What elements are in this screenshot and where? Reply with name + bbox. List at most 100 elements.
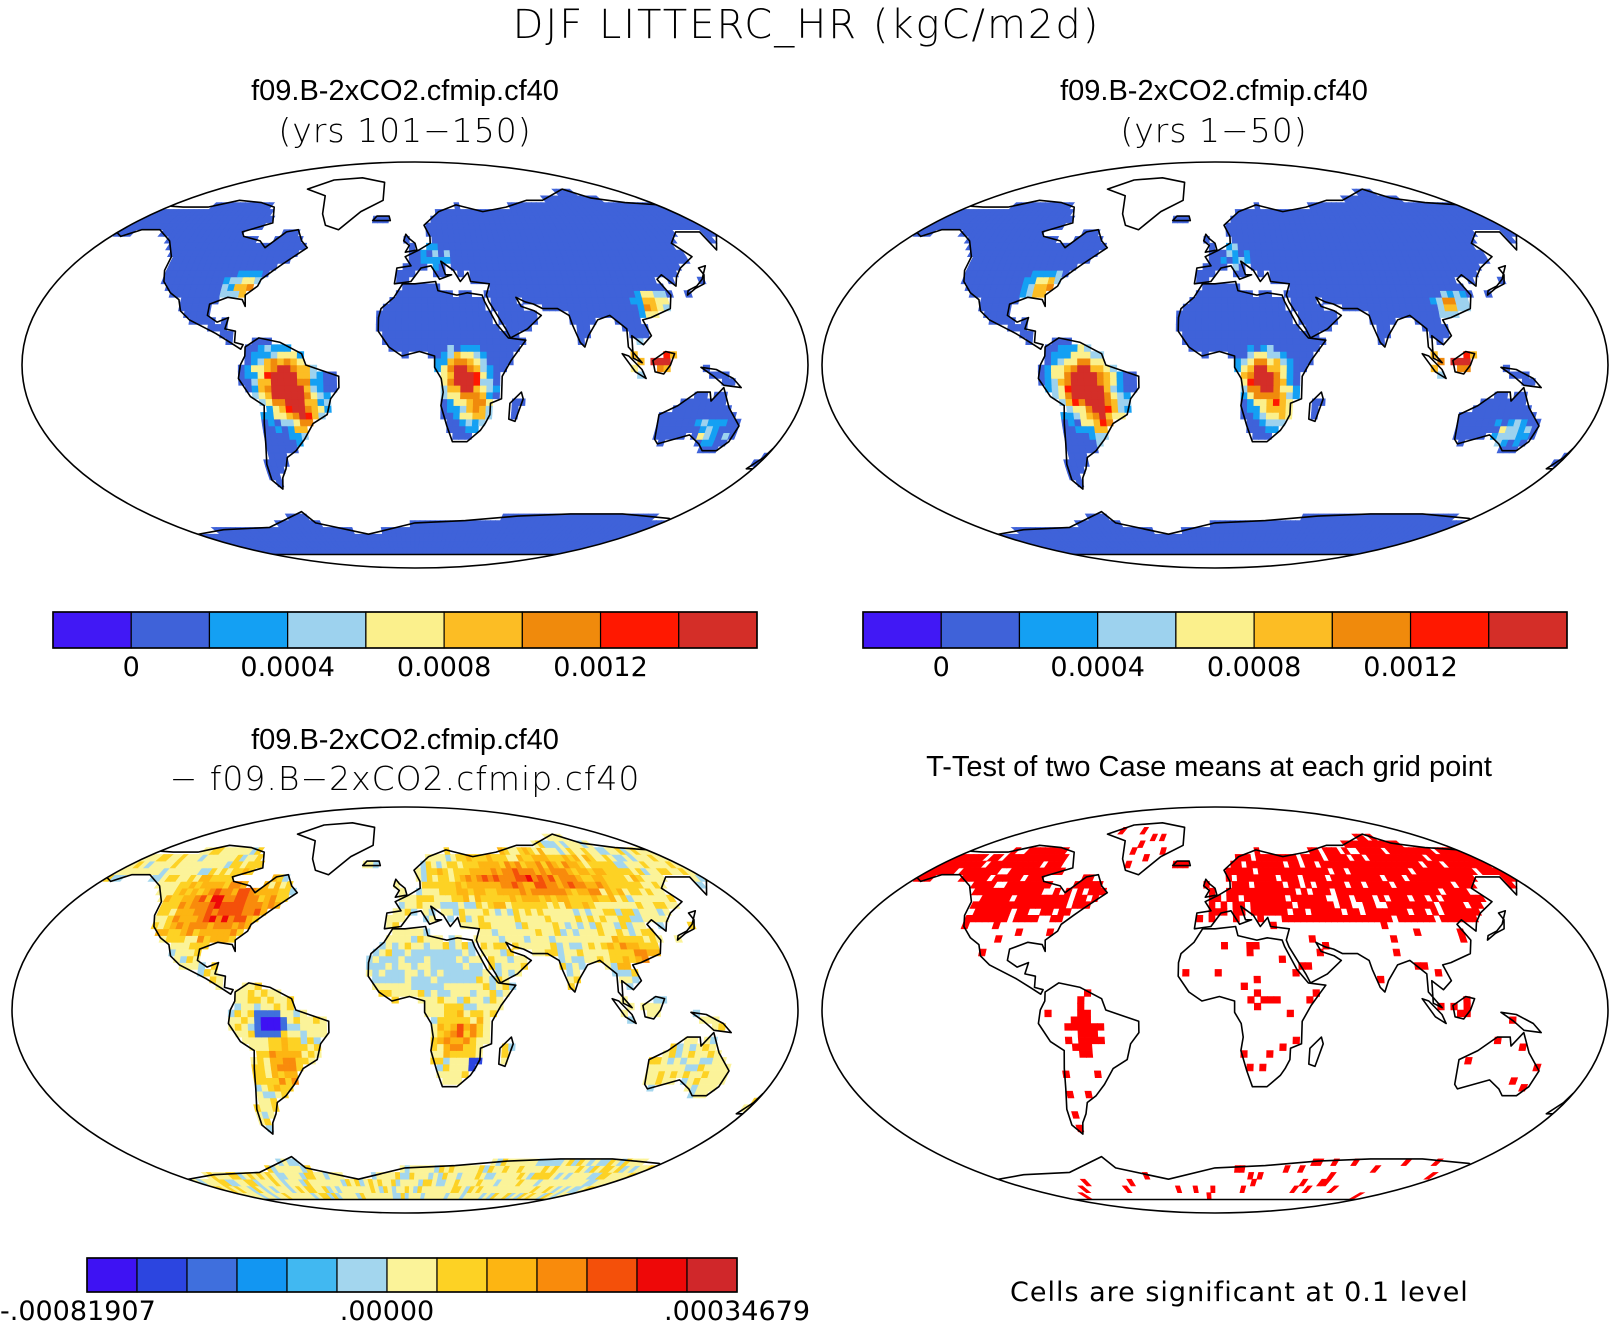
map-cell (1221, 337, 1229, 345)
map-cell (402, 283, 410, 291)
map-cell (1265, 303, 1273, 312)
map-cell (447, 371, 455, 379)
map-cell (588, 1192, 609, 1200)
map-cell (1195, 337, 1203, 345)
map-cell (1273, 351, 1281, 359)
map-cell (1285, 317, 1293, 325)
map-cell (1273, 364, 1281, 373)
map-cell (1071, 398, 1080, 406)
map-cell (662, 533, 680, 542)
map-cell (440, 317, 448, 325)
map-cell (937, 527, 956, 535)
map-cell (478, 412, 487, 420)
map-cell (1003, 547, 1025, 555)
map-cell (616, 1185, 635, 1194)
map-cell (1226, 249, 1234, 257)
map-cell (659, 1172, 678, 1180)
map-cell (271, 391, 280, 400)
map-cell (458, 297, 467, 305)
map-cell (479, 330, 487, 339)
map-cell (1090, 364, 1098, 373)
coastline-madagascar (507, 391, 525, 423)
map-cell (1098, 412, 1107, 420)
map-cell (1117, 398, 1125, 406)
map-cell (1288, 283, 1297, 291)
map-cell (1273, 391, 1281, 400)
map-cell (257, 385, 266, 393)
map-cell (1248, 242, 1256, 251)
map-cell (244, 371, 252, 379)
map-cell (1090, 371, 1098, 379)
map-cell (1219, 527, 1226, 535)
map-cell (1208, 297, 1216, 305)
map-cell (665, 1178, 684, 1187)
map-cell (1253, 405, 1261, 413)
map-cell (1240, 324, 1248, 332)
map-cell (485, 324, 494, 332)
map-cell (408, 337, 416, 345)
map-cell (664, 1172, 683, 1180)
map-cell (978, 547, 1002, 555)
map-cell (486, 364, 494, 373)
map-cell (297, 398, 306, 406)
map-cell (1247, 391, 1255, 400)
map-cell (1208, 330, 1216, 339)
map-cell (480, 357, 488, 366)
map-cell (998, 540, 1017, 549)
map-cell (1247, 371, 1255, 379)
map-cell (419, 527, 426, 535)
map-cell (286, 412, 294, 420)
map-cell (391, 1185, 398, 1194)
map-cell (427, 337, 435, 345)
map-cell (427, 290, 435, 298)
map-cell (1252, 425, 1260, 434)
map-cell (408, 256, 416, 264)
map-cell (1272, 412, 1280, 420)
map-cell (281, 459, 290, 467)
map-cell (465, 412, 474, 420)
map-cell (511, 317, 519, 325)
map-cell (473, 337, 481, 345)
map-cell (317, 405, 326, 413)
map-cell (433, 310, 442, 318)
map-cell (461, 249, 469, 257)
map-cell (395, 1185, 402, 1194)
map-cell (396, 1192, 402, 1200)
map-cell (1028, 547, 1048, 555)
map-cell (409, 1178, 415, 1187)
map-cell (420, 256, 428, 264)
map-cell (419, 533, 425, 542)
map-cell (1246, 418, 1254, 427)
map-cell (530, 317, 539, 325)
map-cell (613, 547, 636, 555)
map-cell (1409, 540, 1428, 549)
map-cell (434, 324, 442, 332)
map-cell (127, 527, 147, 535)
map-cell (459, 398, 468, 406)
map-cell (414, 344, 422, 352)
map-cell (1227, 337, 1235, 345)
map-cell (157, 1185, 177, 1194)
map-cell (192, 1185, 211, 1194)
map-cell (495, 290, 504, 298)
map-cell (414, 303, 422, 312)
map-cell (1129, 378, 1138, 386)
map-cell (1485, 209, 1502, 217)
map-cell (659, 540, 681, 549)
map-cell (954, 540, 975, 549)
map-cell (1293, 357, 1301, 366)
map-cell (455, 1070, 463, 1079)
map-cell (1302, 290, 1310, 298)
map-cell (452, 297, 460, 305)
map-cell (472, 310, 480, 318)
map-cell (576, 1192, 596, 1200)
map-cell (982, 547, 1005, 555)
map-cell (453, 317, 461, 325)
map-cell (283, 378, 292, 386)
map-cell (1110, 398, 1119, 406)
map-cell (668, 1172, 688, 1180)
map-cell (290, 351, 298, 359)
map-cell (695, 209, 712, 217)
map-cell (627, 324, 637, 332)
map-cell (303, 378, 311, 386)
